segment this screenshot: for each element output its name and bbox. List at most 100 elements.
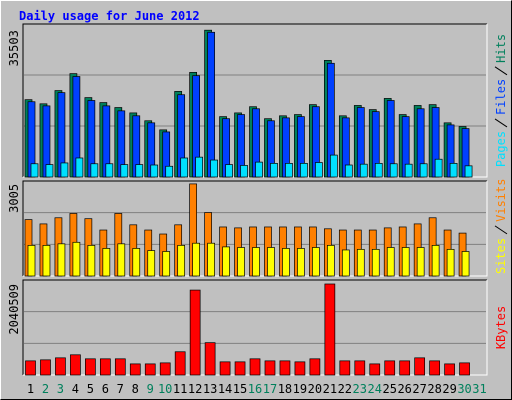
bar bbox=[57, 243, 66, 277]
y-tick-label: 3005 bbox=[7, 184, 21, 213]
bar bbox=[195, 156, 203, 178]
bar bbox=[192, 242, 200, 277]
bar bbox=[30, 163, 39, 178]
y-tick-label: 2040509 bbox=[7, 284, 21, 335]
bar bbox=[174, 351, 186, 376]
bar bbox=[204, 342, 216, 376]
bar bbox=[219, 361, 231, 376]
bar bbox=[222, 246, 230, 277]
x-tick-label: 24 bbox=[368, 382, 382, 396]
bar bbox=[234, 361, 246, 376]
bar bbox=[446, 248, 455, 277]
bar bbox=[189, 289, 201, 376]
bar bbox=[282, 248, 290, 277]
x-tick-label: 25 bbox=[382, 382, 396, 396]
bar bbox=[249, 358, 261, 376]
x-tick-label: 10 bbox=[158, 382, 172, 396]
bar bbox=[70, 354, 81, 376]
x-tick-label: 15 bbox=[233, 382, 247, 396]
x-tick-label: 19 bbox=[293, 382, 307, 396]
panel-bevel-dark bbox=[22, 279, 487, 375]
panel-bevel-dark bbox=[22, 23, 487, 177]
x-tick-label: 14 bbox=[218, 382, 232, 396]
bar bbox=[207, 31, 215, 178]
bar bbox=[461, 251, 470, 277]
x-tick-label: 13 bbox=[203, 382, 217, 396]
x-tick-label: 5 bbox=[87, 382, 94, 396]
bar bbox=[159, 362, 171, 376]
x-tick-label: 28 bbox=[427, 382, 441, 396]
bar bbox=[459, 362, 470, 376]
bar bbox=[90, 163, 99, 178]
bar bbox=[344, 164, 353, 178]
bar bbox=[99, 358, 111, 376]
bar bbox=[42, 245, 51, 277]
x-tick-label: 9 bbox=[147, 382, 154, 396]
legend-separator bbox=[494, 225, 508, 235]
bar bbox=[429, 360, 440, 376]
bar bbox=[102, 248, 111, 277]
x-tick-label: 8 bbox=[132, 382, 139, 396]
bar bbox=[434, 158, 443, 178]
bar bbox=[356, 248, 365, 277]
bar bbox=[267, 247, 275, 277]
bar bbox=[162, 251, 171, 277]
bar bbox=[294, 361, 306, 376]
bar bbox=[359, 163, 368, 178]
bar bbox=[240, 165, 248, 178]
bar bbox=[252, 247, 260, 277]
bar bbox=[207, 242, 215, 277]
x-tick-label: 1 bbox=[27, 382, 34, 396]
bar bbox=[60, 162, 69, 178]
bar bbox=[120, 164, 129, 178]
legend-separator bbox=[494, 118, 508, 128]
bar bbox=[40, 359, 51, 376]
bar bbox=[386, 247, 395, 277]
bar bbox=[87, 245, 96, 277]
x-tick-label: 16 bbox=[248, 382, 262, 396]
bar bbox=[129, 363, 141, 376]
bar bbox=[399, 360, 411, 376]
bar bbox=[255, 161, 263, 178]
bar bbox=[327, 245, 335, 277]
bar bbox=[404, 163, 413, 178]
x-tick-label: 20 bbox=[308, 382, 322, 396]
panel-bevel-dark bbox=[22, 180, 487, 276]
x-tick-label: 6 bbox=[102, 382, 109, 396]
bar bbox=[384, 360, 396, 376]
x-tick-label: 7 bbox=[117, 382, 124, 396]
bar bbox=[75, 157, 84, 178]
legend-entry: Pages bbox=[494, 131, 508, 167]
bar bbox=[279, 360, 291, 376]
bar bbox=[147, 250, 156, 277]
bar bbox=[150, 164, 159, 178]
bar bbox=[270, 163, 278, 178]
bar bbox=[85, 358, 96, 376]
bar bbox=[416, 247, 425, 277]
bar bbox=[180, 157, 189, 178]
x-tick-label: 12 bbox=[188, 382, 202, 396]
legend: Sites Visits bbox=[494, 179, 508, 274]
bar bbox=[369, 363, 381, 376]
bar bbox=[414, 357, 426, 376]
bar bbox=[449, 163, 458, 178]
bar bbox=[177, 245, 186, 277]
bar bbox=[401, 247, 410, 277]
bar bbox=[374, 163, 383, 178]
bar bbox=[135, 164, 144, 178]
bar bbox=[309, 358, 321, 376]
bar bbox=[27, 245, 36, 277]
bar bbox=[354, 360, 366, 376]
legend-separator bbox=[494, 66, 508, 76]
x-tick-label: 17 bbox=[263, 382, 277, 396]
bar bbox=[45, 164, 54, 178]
legend-entry: Sites bbox=[494, 238, 508, 274]
legend-entry: Visits bbox=[494, 179, 508, 222]
bar bbox=[464, 165, 473, 178]
x-tick-label: 29 bbox=[442, 382, 456, 396]
x-tick-label: 4 bbox=[72, 382, 79, 396]
x-tick-label: 21 bbox=[323, 382, 337, 396]
